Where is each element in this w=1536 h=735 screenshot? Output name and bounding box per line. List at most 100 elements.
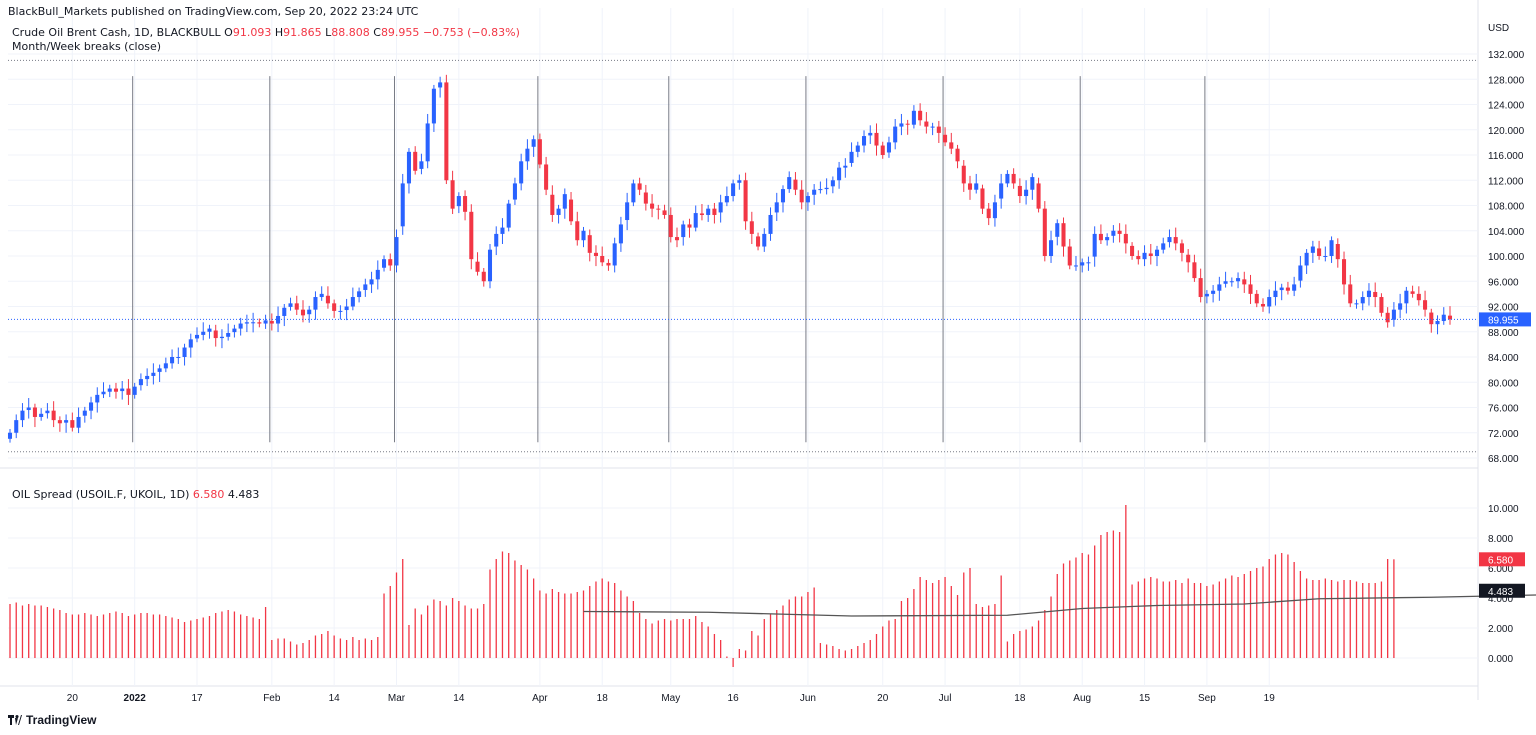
candle-body <box>1348 284 1353 304</box>
candle-body <box>70 420 75 428</box>
candle-body <box>999 183 1004 199</box>
candle-body <box>787 177 792 190</box>
spread-tick-label: 0.000 <box>1488 654 1513 665</box>
candle-body <box>1335 244 1340 260</box>
candle-body <box>961 165 966 184</box>
candle-body <box>157 368 162 372</box>
candle-body <box>388 259 393 266</box>
high-value: 91.865 <box>283 26 322 39</box>
candle-body <box>1030 177 1035 190</box>
candle-body <box>182 347 187 357</box>
candle-body <box>986 208 991 219</box>
candle-body <box>1416 293 1421 301</box>
candle-body <box>1248 284 1253 294</box>
candle-body <box>419 161 424 169</box>
candle-body <box>693 213 698 228</box>
candle-body <box>1429 312 1434 325</box>
candle-body <box>625 202 630 221</box>
candle-body <box>1254 293 1259 304</box>
spread-name: OIL Spread (USOIL.F, UKOIL, 1D) <box>12 488 190 501</box>
candle-body <box>382 259 387 268</box>
candle-body <box>1098 233 1103 241</box>
time-tick-label: 20 <box>877 693 889 704</box>
candle-body <box>1242 279 1247 285</box>
candle-body <box>1373 291 1378 298</box>
candle-body <box>1024 189 1029 197</box>
candle-body <box>20 410 25 421</box>
candle-body <box>718 202 723 213</box>
candle-body <box>512 183 517 200</box>
candle-body <box>1092 233 1097 257</box>
candle-body <box>681 224 686 238</box>
candle-body <box>282 307 287 316</box>
tradingview-brand: TradingView <box>26 713 97 727</box>
candle-body <box>830 180 835 187</box>
candle-body <box>762 233 767 247</box>
candle-body <box>145 375 150 380</box>
candle-body <box>855 145 860 152</box>
candle-body <box>724 196 729 203</box>
candle-body <box>89 402 94 411</box>
candle-body <box>113 388 118 392</box>
price-tick-label: 108.000 <box>1488 202 1525 213</box>
candle-body <box>444 82 449 181</box>
candle-body <box>519 161 524 184</box>
candle-body <box>506 203 511 228</box>
candle-body <box>537 139 542 165</box>
symbol-label: Crude Oil Brent Cash, 1D, BLACKBULL <box>12 26 221 39</box>
candle-body <box>643 192 648 204</box>
candle-body <box>849 151 854 163</box>
candle-body <box>1011 173 1016 184</box>
spread-value-1: 6.580 <box>192 488 225 501</box>
candle-body <box>57 420 62 424</box>
candle-body <box>706 208 711 215</box>
candle-body <box>176 357 181 358</box>
candle-body <box>26 407 31 411</box>
price-tick-label: 100.000 <box>1488 252 1525 263</box>
candle-body <box>967 183 973 190</box>
time-tick-label: 19 <box>1264 693 1276 704</box>
low-label: L <box>325 26 332 39</box>
close-label: C <box>373 26 381 39</box>
candle-body <box>1360 297 1365 304</box>
candle-body <box>843 165 848 168</box>
price-tick-label: 76.000 <box>1488 404 1519 415</box>
price-tick-label: 112.000 <box>1488 176 1524 187</box>
candle-body <box>1005 173 1010 184</box>
candle-body <box>824 187 829 190</box>
candle-body <box>1042 208 1047 256</box>
candle-body <box>481 271 486 282</box>
candle-body <box>818 189 823 191</box>
time-tick-label: Jul <box>939 693 952 704</box>
candle-body <box>606 262 611 266</box>
candle-body <box>793 179 798 190</box>
spread-ma-label: 4.483 <box>1488 587 1513 598</box>
candle-body <box>612 243 617 266</box>
candle-body <box>219 336 224 339</box>
candle-body <box>1154 249 1160 256</box>
low-value: 88.808 <box>331 26 370 39</box>
candle-body <box>1410 291 1415 294</box>
candle-body <box>1123 233 1128 244</box>
candle-body <box>1379 297 1384 313</box>
time-tick-label: 18 <box>597 693 609 704</box>
candle-body <box>1167 237 1172 243</box>
candle-body <box>899 123 904 127</box>
candle-body <box>1217 284 1222 291</box>
candle-body <box>1067 246 1072 266</box>
candle-body <box>1285 287 1290 291</box>
candle-body <box>531 139 536 147</box>
price-tick-label: 88.000 <box>1488 328 1519 339</box>
candle-body <box>893 126 898 143</box>
spread-tick-label: 4.000 <box>1488 594 1513 605</box>
candle-body <box>1267 297 1272 307</box>
candle-body <box>1179 243 1184 253</box>
candle-body <box>288 303 293 307</box>
spread-legend: OIL Spread (USOIL.F, UKOIL, 1D) 6.580 4.… <box>12 488 259 501</box>
candle-body <box>170 357 175 364</box>
time-tick-label: Feb <box>263 693 281 704</box>
spread-tick-label: 6.000 <box>1488 564 1513 575</box>
tradingview-logo-icon <box>8 715 22 725</box>
tradingview-footer[interactable]: TradingView <box>8 713 96 727</box>
